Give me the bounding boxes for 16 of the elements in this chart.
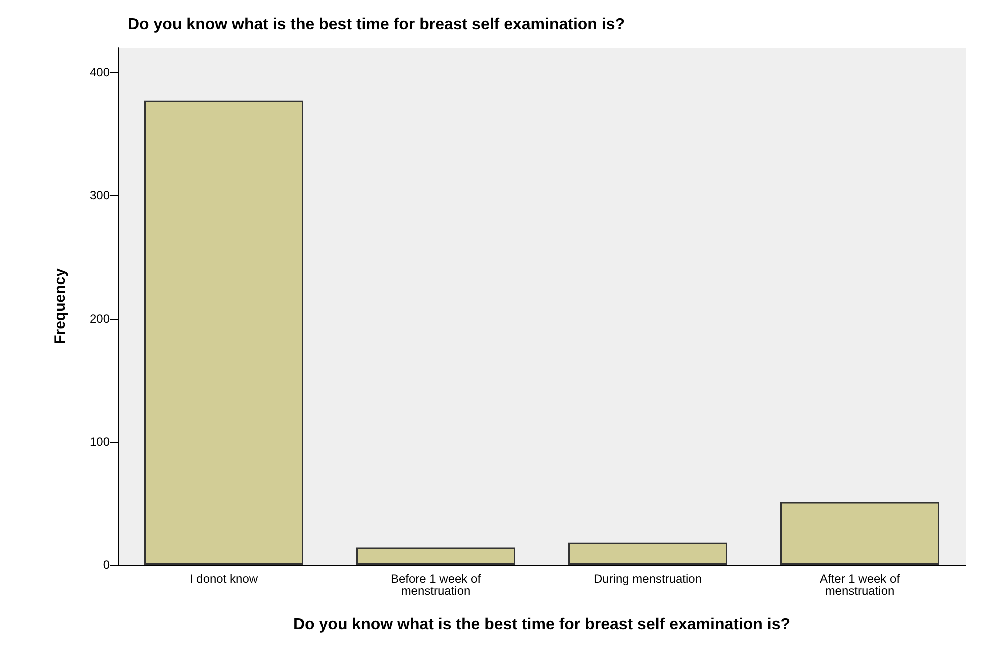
x-tick-label: Before 1 week of menstruation [390,572,482,598]
y-tick-label: 400 [90,66,110,80]
bar [144,100,304,565]
y-tick-label: 300 [90,188,110,203]
bar [568,542,728,565]
x-tick-label: During menstruation [594,572,702,586]
x-axis-title: Do you know what is the best time for breast self examination is? [294,616,790,634]
bar [356,548,516,565]
x-tick-label: After 1 week of menstruation [820,572,901,598]
y-tick-label: 200 [90,312,110,326]
y-axis-title: Frequency [52,268,69,344]
bar [780,502,940,565]
y-tick-label: 100 [90,434,110,449]
y-tick-label: 0 [103,558,110,572]
x-tick-label: I donot know [190,572,258,586]
chart-title: Do you know what is the best time for breast self examination is? [128,16,625,34]
